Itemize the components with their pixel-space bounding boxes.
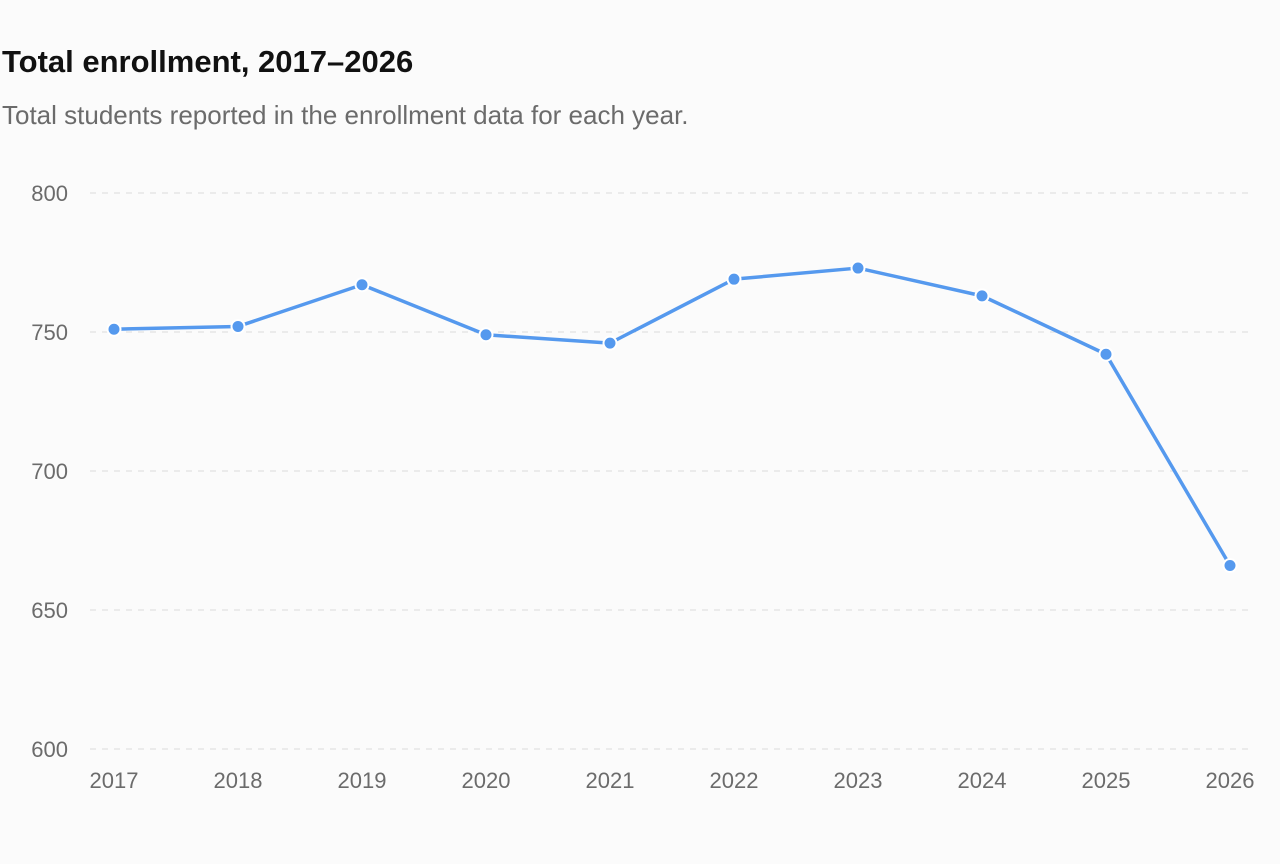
x-tick-label: 2025 — [1082, 768, 1131, 793]
data-point[interactable] — [974, 288, 990, 304]
y-tick-label: 700 — [31, 459, 68, 484]
x-tick-label: 2019 — [338, 768, 387, 793]
data-point[interactable] — [726, 271, 742, 287]
data-point[interactable] — [1222, 558, 1238, 574]
x-tick-label: 2022 — [710, 768, 759, 793]
x-tick-label: 2024 — [958, 768, 1007, 793]
x-tick-label: 2020 — [462, 768, 511, 793]
chart-title: Total enrollment, 2017–2026 — [2, 44, 414, 79]
chart-subtitle: Total students reported in the enrollmen… — [2, 100, 689, 130]
data-point[interactable] — [478, 327, 494, 343]
y-axis-ticks: 600 650 700 750 800 — [31, 181, 68, 762]
series-line — [112, 266, 1232, 568]
gridlines — [90, 192, 1250, 750]
data-point[interactable] — [850, 260, 866, 276]
x-tick-label: 2017 — [90, 768, 139, 793]
data-point[interactable] — [106, 321, 122, 337]
data-point[interactable] — [602, 335, 618, 351]
y-tick-label: 600 — [31, 737, 68, 762]
x-tick-label: 2021 — [586, 768, 635, 793]
y-tick-label: 800 — [31, 181, 68, 206]
y-tick-label: 650 — [31, 598, 68, 623]
data-point[interactable] — [230, 318, 246, 334]
x-tick-label: 2026 — [1206, 768, 1255, 793]
x-axis-ticks: 2017 2018 2019 2020 2021 2022 2023 2024 2025 2026 — [90, 768, 1255, 793]
data-point[interactable] — [354, 277, 370, 293]
series-group — [106, 260, 1238, 574]
x-tick-label: 2018 — [214, 768, 263, 793]
y-tick-label: 750 — [31, 320, 68, 345]
x-tick-label: 2023 — [834, 768, 883, 793]
data-point[interactable] — [1098, 346, 1114, 362]
